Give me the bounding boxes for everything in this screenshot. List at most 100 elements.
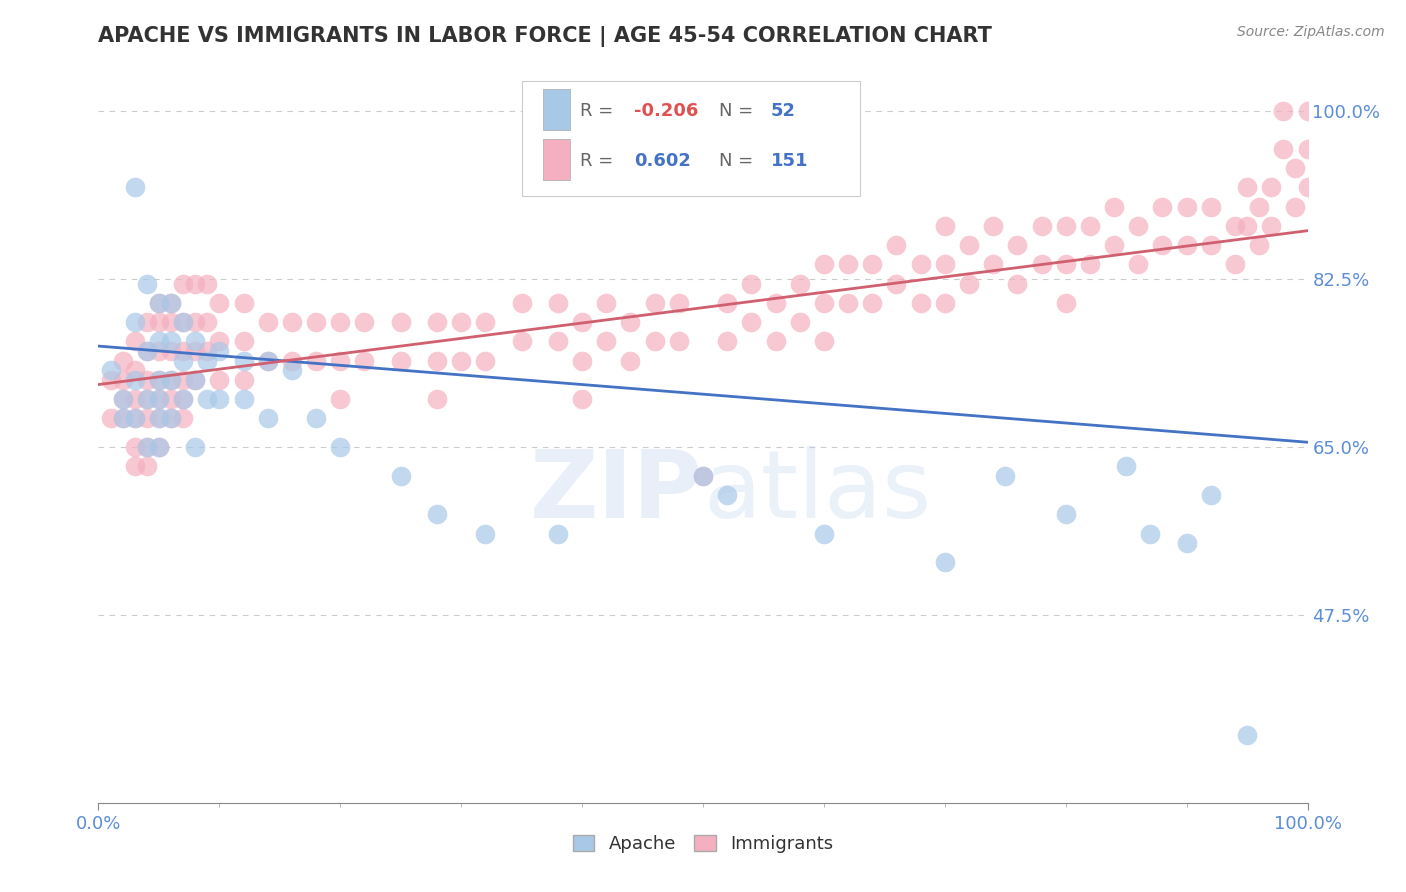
Point bbox=[740, 315, 762, 329]
Point bbox=[426, 315, 449, 329]
Point bbox=[160, 373, 183, 387]
Point bbox=[1296, 180, 1319, 194]
Point bbox=[232, 295, 254, 310]
Point bbox=[934, 295, 956, 310]
Point bbox=[450, 353, 472, 368]
Point bbox=[353, 353, 375, 368]
Point bbox=[172, 392, 194, 406]
Point bbox=[124, 315, 146, 329]
Point bbox=[1007, 238, 1029, 252]
Point bbox=[124, 459, 146, 474]
Point bbox=[124, 180, 146, 194]
Text: R =: R = bbox=[579, 103, 619, 120]
Text: ZIP: ZIP bbox=[530, 446, 703, 538]
Point bbox=[716, 295, 738, 310]
Point bbox=[426, 392, 449, 406]
Point bbox=[1296, 103, 1319, 118]
Legend: Apache, Immigrants: Apache, Immigrants bbox=[565, 828, 841, 861]
Point bbox=[172, 411, 194, 425]
Point bbox=[195, 392, 218, 406]
Point bbox=[1054, 295, 1077, 310]
Point bbox=[1272, 142, 1295, 156]
Point bbox=[1102, 238, 1125, 252]
Point bbox=[160, 343, 183, 358]
Point bbox=[957, 238, 980, 252]
Point bbox=[184, 343, 207, 358]
Point bbox=[100, 411, 122, 425]
Point bbox=[813, 526, 835, 541]
Point bbox=[1199, 238, 1222, 252]
Point bbox=[1223, 219, 1246, 233]
Point bbox=[474, 526, 496, 541]
Point bbox=[860, 295, 883, 310]
Point bbox=[644, 334, 666, 349]
Text: 151: 151 bbox=[770, 153, 808, 170]
Point bbox=[571, 315, 593, 329]
Point bbox=[716, 334, 738, 349]
Point bbox=[1115, 459, 1137, 474]
Point bbox=[256, 353, 278, 368]
Point bbox=[256, 411, 278, 425]
Point bbox=[1260, 219, 1282, 233]
Point bbox=[789, 315, 811, 329]
Point bbox=[692, 469, 714, 483]
Point bbox=[148, 373, 170, 387]
Point bbox=[474, 315, 496, 329]
Point bbox=[450, 315, 472, 329]
Point bbox=[111, 392, 134, 406]
Point bbox=[195, 315, 218, 329]
Point bbox=[1272, 103, 1295, 118]
Point bbox=[1284, 161, 1306, 176]
Point bbox=[716, 488, 738, 502]
Point bbox=[160, 315, 183, 329]
Point bbox=[1284, 200, 1306, 214]
Point bbox=[305, 411, 328, 425]
Point bbox=[111, 411, 134, 425]
Point bbox=[886, 277, 908, 291]
Point bbox=[135, 440, 157, 454]
Point bbox=[1260, 180, 1282, 194]
Point bbox=[195, 353, 218, 368]
Point bbox=[160, 295, 183, 310]
Point bbox=[160, 411, 183, 425]
Point bbox=[547, 526, 569, 541]
Point bbox=[765, 334, 787, 349]
Point bbox=[124, 334, 146, 349]
Point bbox=[619, 353, 641, 368]
Point bbox=[957, 277, 980, 291]
Point bbox=[232, 334, 254, 349]
Point bbox=[148, 373, 170, 387]
Point bbox=[789, 277, 811, 291]
Point bbox=[148, 343, 170, 358]
Point bbox=[668, 295, 690, 310]
Point bbox=[329, 392, 352, 406]
Point bbox=[510, 295, 533, 310]
Point bbox=[1249, 238, 1271, 252]
Point bbox=[208, 334, 231, 349]
Point bbox=[184, 277, 207, 291]
Point bbox=[195, 277, 218, 291]
Point bbox=[1152, 238, 1174, 252]
Point bbox=[1249, 200, 1271, 214]
Point bbox=[172, 392, 194, 406]
Point bbox=[172, 277, 194, 291]
Text: N =: N = bbox=[718, 153, 759, 170]
Point bbox=[135, 392, 157, 406]
Point bbox=[160, 334, 183, 349]
Point bbox=[813, 295, 835, 310]
Point bbox=[994, 469, 1017, 483]
Point bbox=[1175, 200, 1198, 214]
Point bbox=[135, 440, 157, 454]
Point bbox=[934, 219, 956, 233]
Point bbox=[547, 334, 569, 349]
Point bbox=[886, 238, 908, 252]
Point bbox=[232, 392, 254, 406]
Point bbox=[100, 373, 122, 387]
Point bbox=[256, 315, 278, 329]
Point bbox=[910, 257, 932, 271]
Point bbox=[1296, 142, 1319, 156]
Point bbox=[111, 392, 134, 406]
Point bbox=[981, 257, 1004, 271]
Point bbox=[1007, 277, 1029, 291]
Point bbox=[981, 219, 1004, 233]
